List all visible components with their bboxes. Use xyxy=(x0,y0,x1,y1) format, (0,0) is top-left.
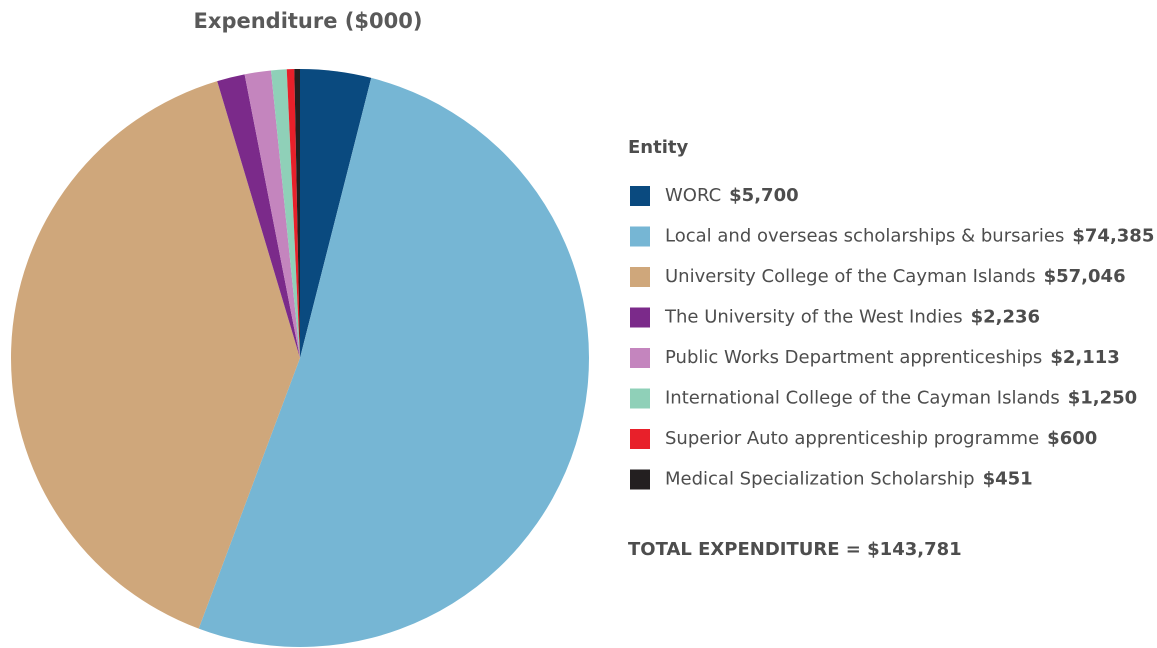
legend-label: WORC xyxy=(665,185,721,206)
total-annotation: TOTAL EXPENDITURE = $143,781 xyxy=(628,539,962,560)
legend-swatch xyxy=(630,388,650,409)
legend-value: $600 xyxy=(1047,428,1097,449)
legend-label: The University of the West Indies xyxy=(664,307,963,328)
pie-slice xyxy=(294,69,300,358)
legend-swatch xyxy=(630,226,650,247)
legend-value: $5,700 xyxy=(729,185,798,206)
legend-swatch xyxy=(630,469,650,490)
pie-slice xyxy=(244,70,300,359)
pie-slice xyxy=(286,69,300,359)
legend-swatch xyxy=(630,267,650,287)
legend-label: University College of the Cayman Islands xyxy=(665,266,1036,287)
chart-title: Expenditure ($000) xyxy=(194,9,423,33)
pie-slice xyxy=(198,77,589,647)
legend-value: $2,236 xyxy=(971,307,1040,328)
legend-swatch xyxy=(630,348,650,368)
pie-slice xyxy=(300,69,372,358)
pie-slice xyxy=(10,81,300,629)
pie-slice xyxy=(217,74,300,359)
legend-swatch xyxy=(630,186,650,206)
legend-label: Public Works Department apprenticeships xyxy=(665,347,1042,368)
legend-value: $451 xyxy=(983,469,1033,490)
legend-label: Superior Auto apprenticeship programme xyxy=(665,428,1039,449)
legend-title: Entity xyxy=(628,137,688,158)
legend-value: $1,250 xyxy=(1068,388,1137,409)
legend-swatch xyxy=(630,429,650,449)
legend-value: $2,113 xyxy=(1050,347,1119,368)
legend-value: $57,046 xyxy=(1044,266,1126,287)
legend-value: $74,385 xyxy=(1072,226,1154,247)
legend-label: International College of the Cayman Isla… xyxy=(665,388,1060,409)
legend-label: Medical Specialization Scholarship xyxy=(665,469,975,490)
pie-slice xyxy=(270,69,300,359)
legend-label: Local and overseas scholarships & bursar… xyxy=(665,226,1064,247)
legend-swatch xyxy=(630,307,650,328)
